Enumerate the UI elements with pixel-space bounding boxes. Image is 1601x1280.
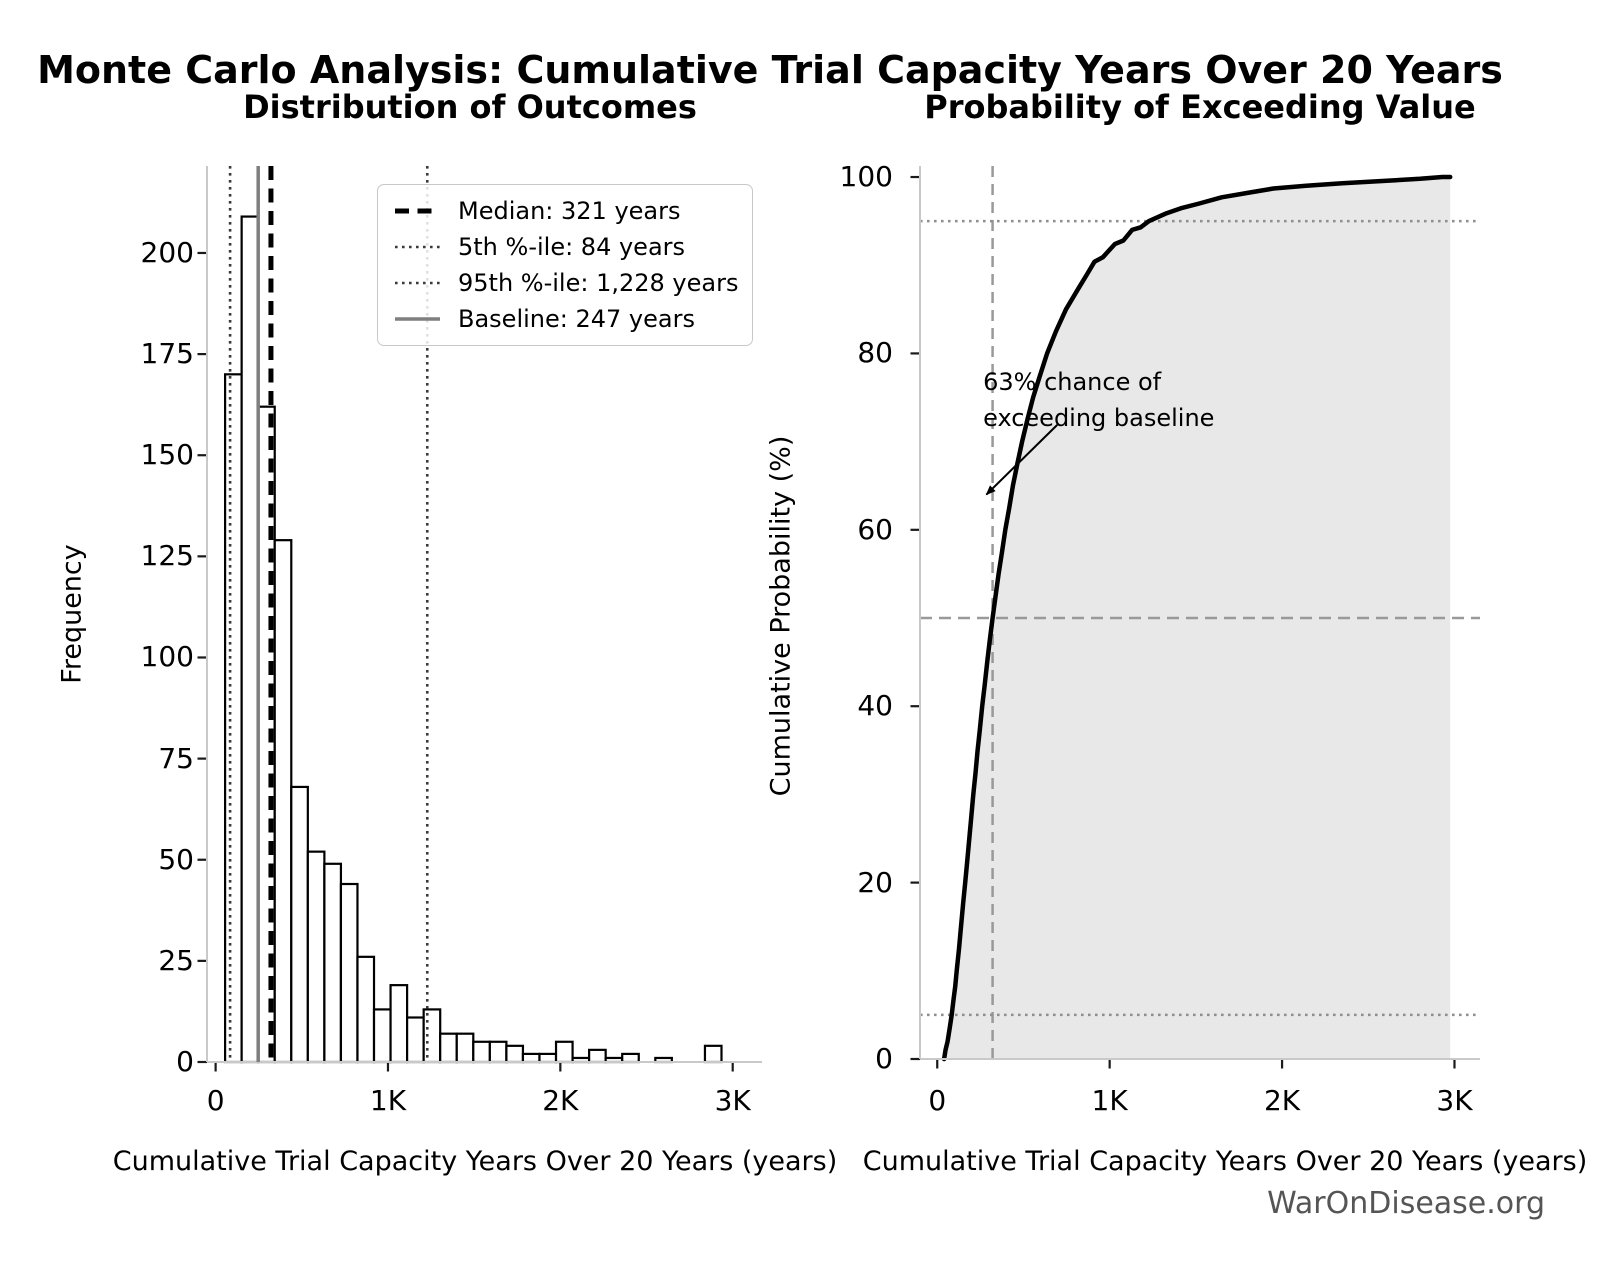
- y-tick-label: 100: [839, 160, 893, 194]
- legend: Median: 321 years 5th %-ile: 84 years 95th…: [377, 184, 754, 346]
- histogram-bar: [223, 373, 243, 1064]
- y-tick-label: 100: [140, 640, 194, 674]
- histogram-bar: [588, 1048, 607, 1064]
- watermark: WarOnDisease.org: [1267, 1186, 1545, 1221]
- histogram-bar: [554, 1040, 574, 1064]
- dashed-line-swatch-icon: [395, 208, 440, 214]
- dotted-line-swatch-icon: [395, 281, 440, 285]
- legend-label: 5th %-ile: 84 years: [458, 233, 686, 261]
- solid-line-swatch-icon: [395, 317, 440, 321]
- histogram-bar: [439, 1032, 458, 1064]
- histogram-bar: [323, 862, 343, 1064]
- legend-item-median: Median: 321 years: [393, 193, 738, 229]
- histogram-bar: [372, 1008, 392, 1064]
- histogram-title: Distribution of Outcomes: [243, 88, 697, 126]
- x-tick-label: 0: [928, 1084, 947, 1117]
- cdf-title: Probability of Exceeding Value: [924, 88, 1476, 126]
- cdf-curve: [941, 174, 1453, 1062]
- histogram-bar: [306, 850, 326, 1064]
- y-tick-label: 20: [857, 865, 893, 899]
- y-tick-label: 0: [875, 1042, 893, 1075]
- y-tick-label: 125: [140, 539, 194, 573]
- histogram-bar: [356, 955, 376, 1064]
- x-tick-label: 3K: [714, 1084, 751, 1117]
- histogram-bar: [273, 539, 293, 1064]
- legend-label: Median: 321 years: [458, 197, 681, 225]
- x-tick-label: 3K: [1436, 1084, 1473, 1117]
- histogram-bar: [621, 1052, 640, 1064]
- x-tick-label: 2K: [542, 1084, 579, 1117]
- x-tick-label: 2K: [1263, 1084, 1301, 1117]
- x-tick-label: 0: [206, 1084, 225, 1117]
- annotation-arrow: [985, 424, 1058, 496]
- y-tick-label: 200: [140, 235, 194, 269]
- legend-item-baseline: Baseline: 247 years: [393, 301, 738, 337]
- y-tick-label: 50: [158, 842, 194, 876]
- histogram-bar: [703, 1044, 723, 1064]
- histogram-bar: [488, 1040, 508, 1064]
- legend-label: 95th %-ile: 1,228 years: [458, 269, 739, 297]
- legend-item-p5: 5th %-ile: 84 years: [393, 229, 738, 265]
- histogram-x-axis-label: Cumulative Trial Capacity Years Over 20 …: [112, 1146, 838, 1177]
- y-tick-label: 0: [176, 1045, 194, 1078]
- histogram-bar: [505, 1044, 525, 1064]
- y-tick-label: 175: [140, 337, 194, 371]
- histogram-bar: [521, 1052, 541, 1064]
- histogram-bar: [389, 984, 409, 1064]
- figure-title: Monte Carlo Analysis: Cumulative Trial C…: [37, 48, 1503, 92]
- histogram-y-axis-label: Frequency: [56, 544, 88, 684]
- cdf-y-axis-label: Cumulative Probability (%): [765, 435, 797, 797]
- histogram-bar: [455, 1032, 475, 1064]
- y-tick-label: 75: [158, 741, 194, 775]
- legend-label: Baseline: 247 years: [458, 305, 695, 333]
- y-tick-label: 80: [857, 336, 893, 370]
- x-tick-label: 1K: [1091, 1084, 1128, 1117]
- y-tick-label: 150: [140, 438, 194, 472]
- y-tick-label: 60: [857, 512, 893, 546]
- legend-item-p95: 95th %-ile: 1,228 years: [393, 265, 738, 301]
- annotation-text: 63% chance of exceeding baseline: [983, 368, 1215, 432]
- histogram-bar: [472, 1040, 491, 1064]
- histogram-bar: [538, 1052, 558, 1064]
- histogram-bar: [290, 785, 309, 1064]
- histogram-bar: [240, 215, 260, 1064]
- y-tick-label: 25: [158, 943, 194, 977]
- dotted-line-swatch-icon: [395, 245, 440, 249]
- y-tick-label: 40: [857, 689, 893, 723]
- histogram-bar: [406, 1016, 425, 1064]
- x-tick-label: 1K: [369, 1084, 407, 1117]
- histogram-bar: [339, 882, 359, 1064]
- cdf-x-axis-label: Cumulative Trial Capacity Years Over 20 …: [862, 1146, 1588, 1177]
